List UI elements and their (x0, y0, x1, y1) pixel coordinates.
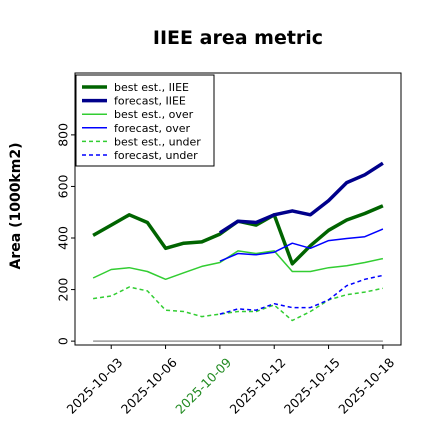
legend-label-best-est-under: best est., under (114, 135, 201, 148)
legend-label-forecast-iiee: forecast, IIEE (114, 95, 186, 108)
series-line-forecast-over (219, 228, 384, 262)
series-line-best-est-under (92, 286, 384, 322)
y-tick-label: 800 (55, 123, 70, 147)
legend-box (75, 74, 215, 167)
x-tick-label: 2025-10-06 (118, 355, 180, 417)
legend-label-forecast-over: forecast, over (114, 122, 190, 135)
legend-label-forecast-under: forecast, under (114, 149, 198, 162)
y-tick-label: 400 (55, 226, 70, 250)
series-line-best-est-iiee (92, 204, 384, 266)
x-tick-label: 2025-10-09 (172, 355, 234, 417)
chart-title: IIEE area metric (153, 27, 323, 49)
y-axis-label: Area (1000km2) (8, 143, 24, 270)
series-line-best-est-over (92, 250, 384, 281)
y-tick-label: 600 (55, 174, 70, 198)
series-layer (92, 161, 384, 342)
y-ticks: 0 200 400 600 800 (55, 123, 75, 345)
x-ticks: 2025-10-032025-10-062025-10-092025-10-12… (64, 345, 397, 417)
x-tick-label: 2025-10-03 (64, 355, 126, 417)
legend-label-best-est-over: best est., over (114, 108, 194, 121)
plot-frame (74, 72, 402, 346)
x-tick-label: 2025-10-15 (281, 355, 343, 417)
legend-label-best-est-iiee: best est., IIEE (114, 81, 189, 94)
y-tick-label: 0 (55, 337, 70, 345)
x-tick-label: 2025-10-18 (335, 355, 397, 417)
x-tick-label: 2025-10-12 (227, 355, 289, 417)
y-tick-label: 200 (55, 278, 70, 302)
series-line-forecast-iiee (218, 161, 384, 235)
series-line-forecast-under (219, 274, 384, 315)
